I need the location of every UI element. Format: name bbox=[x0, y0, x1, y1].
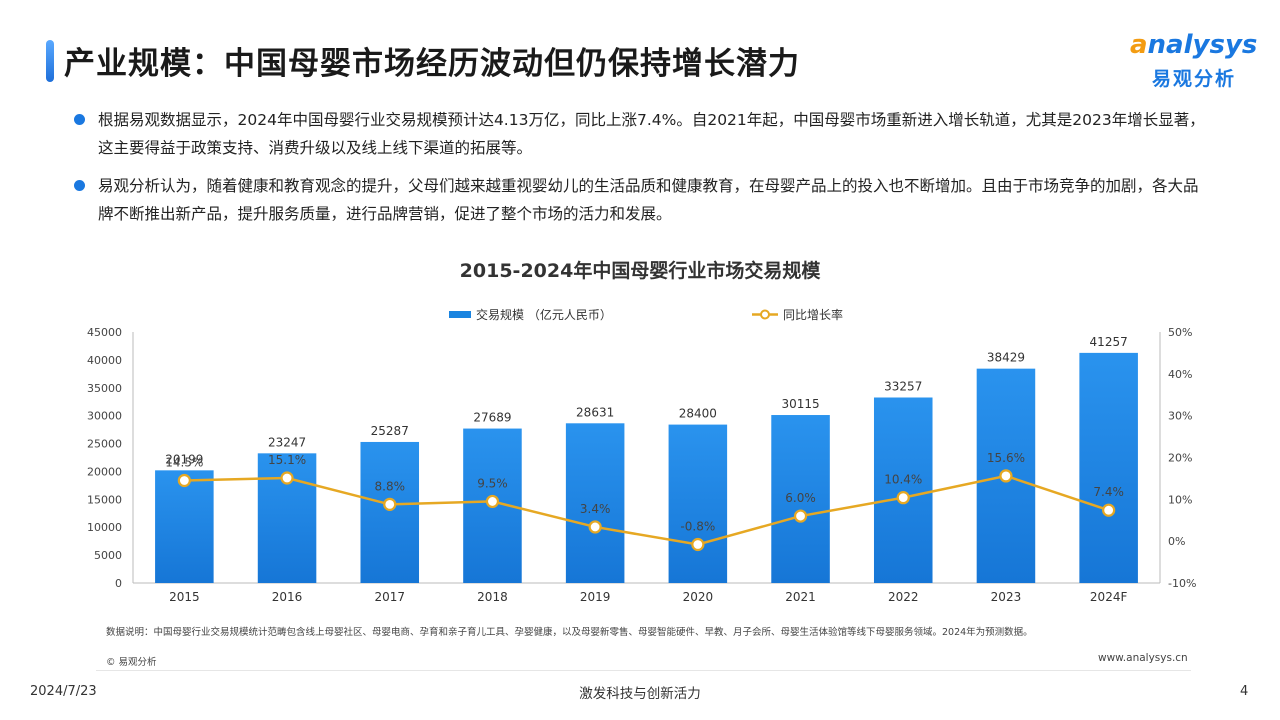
growth-point-2022 bbox=[896, 491, 910, 505]
legend-line-label: 同比增长率 bbox=[783, 307, 843, 322]
growth-rate-label: 15.6% bbox=[987, 451, 1025, 465]
footer-divider bbox=[96, 670, 1191, 671]
growth-point-2021 bbox=[793, 509, 808, 523]
growth-rate-label: 9.5% bbox=[477, 476, 508, 490]
bullet-dot-icon bbox=[74, 180, 85, 191]
y-left-tick-label: 40000 bbox=[87, 354, 122, 367]
growth-rate-line bbox=[184, 474, 1110, 546]
x-tick-label: 2022 bbox=[888, 590, 919, 604]
report-date: 2024/7/23 bbox=[30, 684, 97, 699]
growth-rate-label: 3.4% bbox=[580, 502, 611, 516]
growth-rate-label: 10.4% bbox=[884, 473, 922, 487]
y-right-tick-label: 50% bbox=[1168, 326, 1192, 339]
logo-wordmark-first: a bbox=[1130, 30, 1148, 60]
growth-point-2024F bbox=[1102, 503, 1116, 517]
x-tick-label: 2017 bbox=[374, 590, 405, 604]
x-tick-label: 2024F bbox=[1090, 590, 1128, 604]
y-right-tick-label: 20% bbox=[1168, 452, 1192, 465]
y-right-tick-label: 40% bbox=[1168, 368, 1192, 381]
bar-2021 bbox=[771, 415, 830, 583]
y-left-tick-label: 20000 bbox=[87, 465, 122, 478]
growth-point-2018 bbox=[485, 494, 500, 509]
growth-rate-label: 14.5% bbox=[165, 456, 203, 470]
y-left-tick-label: 0 bbox=[115, 577, 122, 590]
x-tick-label: 2018 bbox=[477, 590, 508, 604]
bar-value-label: 20199 bbox=[165, 452, 203, 466]
y-left-tick-label: 25000 bbox=[87, 438, 122, 451]
logo-chinese-name: 易观分析 bbox=[1152, 68, 1237, 90]
bar-value-label: 33257 bbox=[884, 379, 922, 393]
bar-value-label: 41257 bbox=[1090, 335, 1128, 349]
bullet-text: 根据易观数据显示，2024年中国母婴行业交易规模预计达4.13万亿，同比上涨7.… bbox=[98, 111, 1205, 157]
x-tick-label: 2015 bbox=[169, 590, 200, 604]
x-tick-label: 2016 bbox=[272, 590, 303, 604]
chart-title: 2015-2024年中国母婴行业市场交易规模 bbox=[459, 260, 821, 282]
growth-point-2019 bbox=[588, 520, 602, 534]
y-right-tick-label: 30% bbox=[1168, 410, 1192, 423]
x-tick-label: 2023 bbox=[991, 590, 1022, 604]
growth-rate-label: 15.1% bbox=[268, 453, 306, 467]
market-size-chart: 交易规模 （亿元人民币） 同比增长率 0 5000 10000 15000 20000 250… bbox=[87, 307, 1196, 604]
data-note: 数据说明：中国母婴行业交易规模统计范畴包含线上母婴社区、母婴电商、孕育和亲子育儿… bbox=[106, 627, 1033, 638]
logo-wordmark-rest: nalysys bbox=[1147, 30, 1258, 60]
page-title: 产业规模：中国母婴市场经历波动但仍保持增长潜力 bbox=[64, 46, 800, 82]
copyright: © 易观分析 bbox=[106, 657, 157, 668]
bar-value-label: 38429 bbox=[987, 351, 1025, 365]
bullet-text: 易观分析认为，随着健康和教育观念的提升，父母们越来越重视婴幼儿的生活品质和健康教… bbox=[98, 177, 1199, 223]
legend-bar-label: 交易规模 （亿元人民币） bbox=[476, 307, 612, 322]
bar-value-label: 25287 bbox=[371, 424, 409, 438]
x-tick-label: 2020 bbox=[683, 590, 714, 604]
growth-rate-label: 8.8% bbox=[375, 479, 406, 493]
bar-value-label: 28400 bbox=[679, 407, 717, 421]
growth-rate-label: 7.4% bbox=[1093, 485, 1124, 499]
title-accent-bar bbox=[46, 40, 54, 82]
growth-point-2020 bbox=[691, 537, 705, 552]
bar-2020 bbox=[668, 424, 728, 583]
bar-value-label: 27689 bbox=[473, 411, 511, 425]
page-number: 4 bbox=[1240, 684, 1249, 699]
bullet-dot-icon bbox=[74, 114, 85, 125]
y-left-tick-label: 5000 bbox=[94, 549, 122, 562]
growth-rate-label: 6.0% bbox=[785, 491, 816, 505]
y-left-tick-label: 35000 bbox=[87, 382, 122, 395]
bar-2019 bbox=[565, 423, 625, 583]
y-left-tick-label: 30000 bbox=[87, 410, 122, 423]
logo-wordmark: analysys bbox=[1130, 30, 1257, 60]
slogan: 激发科技与创新活力 bbox=[579, 686, 701, 702]
y-right-tick-label: -10% bbox=[1168, 577, 1196, 590]
bullet-item: 根据易观数据显示，2024年中国母婴行业交易规模预计达4.13万亿，同比上涨7.… bbox=[72, 106, 1212, 162]
x-tick-label: 2021 bbox=[785, 590, 816, 604]
y-left-tick-label: 10000 bbox=[87, 521, 122, 534]
bar-2022 bbox=[873, 397, 933, 583]
bullet-item: 易观分析认为，随着健康和教育观念的提升，父母们越来越重视婴幼儿的生活品质和健康教… bbox=[72, 172, 1212, 228]
growth-point-2023 bbox=[999, 469, 1013, 483]
bar-value-label: 28631 bbox=[576, 405, 614, 419]
bar-2017 bbox=[360, 441, 420, 583]
analysys-logo: analysys 易观分析 bbox=[1130, 30, 1260, 94]
bar-2015 bbox=[155, 470, 214, 583]
bar-value-label: 30115 bbox=[781, 397, 819, 411]
y-left-tick-label: 15000 bbox=[87, 493, 122, 506]
y-right-tick-label: 0% bbox=[1168, 535, 1185, 548]
website-url: www.analysys.cn bbox=[1098, 652, 1188, 664]
growth-point-2017 bbox=[383, 497, 397, 511]
legend-bar-swatch bbox=[449, 311, 471, 318]
growth-point-2015 bbox=[177, 473, 191, 488]
bar-2024F bbox=[1079, 352, 1138, 583]
y-left-tick-label: 45000 bbox=[87, 326, 122, 339]
y-right-tick-label: 10% bbox=[1168, 493, 1192, 506]
x-tick-label: 2019 bbox=[580, 590, 611, 604]
growth-point-2016 bbox=[280, 471, 294, 485]
legend-line-marker bbox=[760, 309, 770, 320]
summary-bullets: 根据易观数据显示，2024年中国母婴行业交易规模预计达4.13万亿，同比上涨7.… bbox=[72, 106, 1212, 238]
bar-value-label: 23247 bbox=[268, 435, 306, 449]
growth-rate-label: -0.8% bbox=[680, 520, 715, 534]
